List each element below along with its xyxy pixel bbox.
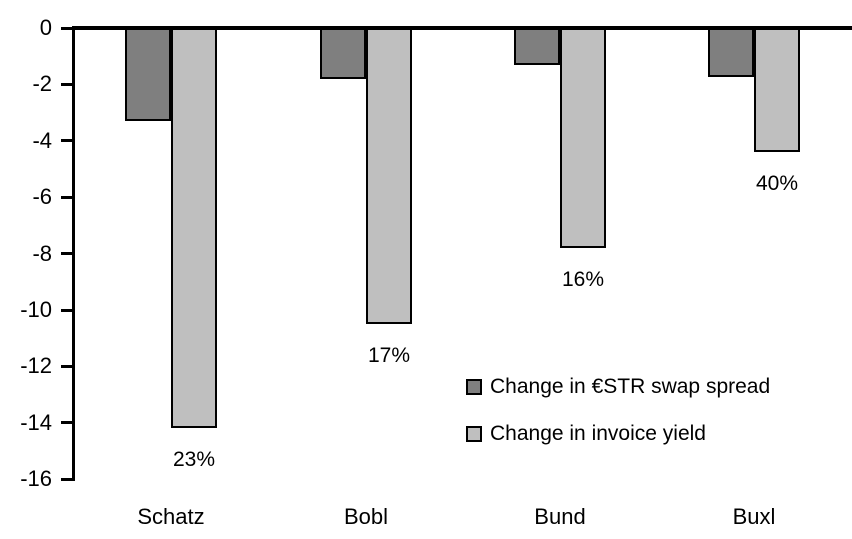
- y-tick-label-14: -14: [20, 409, 52, 435]
- y-axis-line: [72, 26, 75, 481]
- y-tick-label-16: -16: [20, 466, 52, 492]
- bar-swap-spread-bund: [514, 28, 560, 65]
- bar-invoice-yield-bund: [560, 28, 606, 248]
- y-tick-label-6: -6: [32, 184, 52, 210]
- legend-swatch-invoice-yield: [466, 426, 482, 442]
- bar-invoice-yield-buxl: [754, 28, 800, 152]
- y-tick-label-4: -4: [32, 127, 52, 153]
- bar-label-bobl: 17%: [367, 344, 411, 367]
- y-tick-12: [61, 364, 73, 368]
- y-tick-6: [61, 195, 73, 199]
- bar-swap-spread-schatz: [125, 28, 171, 121]
- bar-invoice-yield-schatz: [171, 28, 217, 428]
- y-tick-label-12: -12: [20, 353, 52, 379]
- y-tick-label-2: -2: [32, 71, 52, 97]
- legend-item-swap-spread: Change in €STR swap spread: [466, 375, 770, 399]
- y-tick-label-0: 0: [39, 15, 52, 40]
- legend-item-invoice-yield: Change in invoice yield: [466, 422, 706, 446]
- y-tick-label-10: -10: [20, 297, 52, 322]
- legend-label-swap-spread: Change in €STR swap spread: [490, 375, 771, 398]
- bar-label-schatz: 23%: [172, 448, 216, 471]
- y-tick-14: [61, 421, 73, 425]
- x-axis-label-bund: Bund: [534, 504, 586, 529]
- bar-invoice-yield-bobl: [366, 28, 412, 324]
- x-axis-label-schatz: Schatz: [137, 504, 205, 529]
- y-tick-2: [61, 82, 73, 86]
- x-axis-label-buxl: Buxl: [732, 504, 776, 529]
- y-tick-16: [61, 477, 73, 481]
- y-tick-10: [61, 308, 73, 312]
- x-axis-zero-line: [72, 26, 852, 30]
- bar-swap-spread-buxl: [708, 28, 754, 77]
- x-axis-label-bobl: Bobl: [343, 504, 389, 529]
- bar-label-bund: 16%: [561, 268, 605, 291]
- y-tick-0: [61, 26, 73, 30]
- y-tick-4: [61, 139, 73, 143]
- bar-swap-spread-bobl: [320, 28, 366, 79]
- legend-label-invoice-yield: Change in invoice yield: [490, 422, 706, 445]
- y-tick-label-8: -8: [32, 240, 52, 266]
- bar-label-buxl: 40%: [755, 172, 799, 195]
- legend-swatch-swap-spread: [466, 379, 482, 395]
- y-tick-8: [61, 252, 73, 256]
